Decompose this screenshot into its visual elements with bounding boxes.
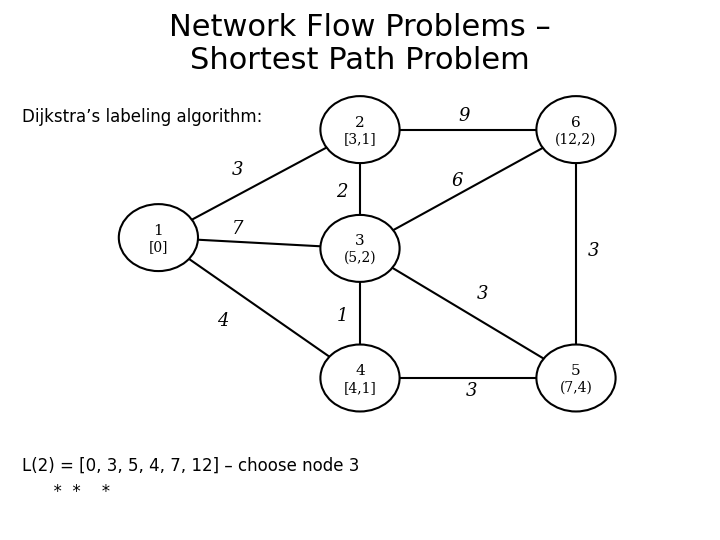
Text: 1: 1: [336, 307, 348, 325]
Text: 1: 1: [153, 224, 163, 238]
Text: [4,1]: [4,1]: [343, 381, 377, 395]
Text: Network Flow Problems –: Network Flow Problems –: [169, 14, 551, 43]
Ellipse shape: [320, 345, 400, 411]
Text: 3: 3: [232, 161, 243, 179]
Text: 4: 4: [217, 312, 229, 330]
Text: 3: 3: [588, 242, 600, 260]
Text: 3: 3: [466, 382, 477, 401]
Text: [0]: [0]: [148, 240, 168, 254]
Text: Dijkstra’s labeling algorithm:: Dijkstra’s labeling algorithm:: [22, 108, 262, 126]
Text: (5,2): (5,2): [343, 251, 377, 265]
Text: 9: 9: [459, 107, 470, 125]
Text: 3: 3: [477, 285, 488, 303]
Text: 4: 4: [355, 364, 365, 378]
Ellipse shape: [536, 345, 616, 411]
Text: 6: 6: [571, 116, 581, 130]
Text: (12,2): (12,2): [555, 132, 597, 146]
Ellipse shape: [320, 96, 400, 163]
Text: 6: 6: [451, 172, 463, 190]
Ellipse shape: [119, 204, 198, 271]
Text: *  *    *: * * *: [22, 483, 109, 501]
Text: L(2) = [0, 3, 5, 4, 7, 12] – choose node 3: L(2) = [0, 3, 5, 4, 7, 12] – choose node…: [22, 456, 359, 474]
Text: 2: 2: [336, 183, 348, 201]
Text: 3: 3: [355, 234, 365, 248]
Text: Shortest Path Problem: Shortest Path Problem: [190, 46, 530, 75]
Text: 2: 2: [355, 116, 365, 130]
Text: [3,1]: [3,1]: [343, 132, 377, 146]
Text: 5: 5: [571, 364, 581, 378]
Ellipse shape: [536, 96, 616, 163]
Text: (7,4): (7,4): [559, 381, 593, 395]
Text: 7: 7: [232, 220, 243, 239]
Ellipse shape: [320, 215, 400, 282]
